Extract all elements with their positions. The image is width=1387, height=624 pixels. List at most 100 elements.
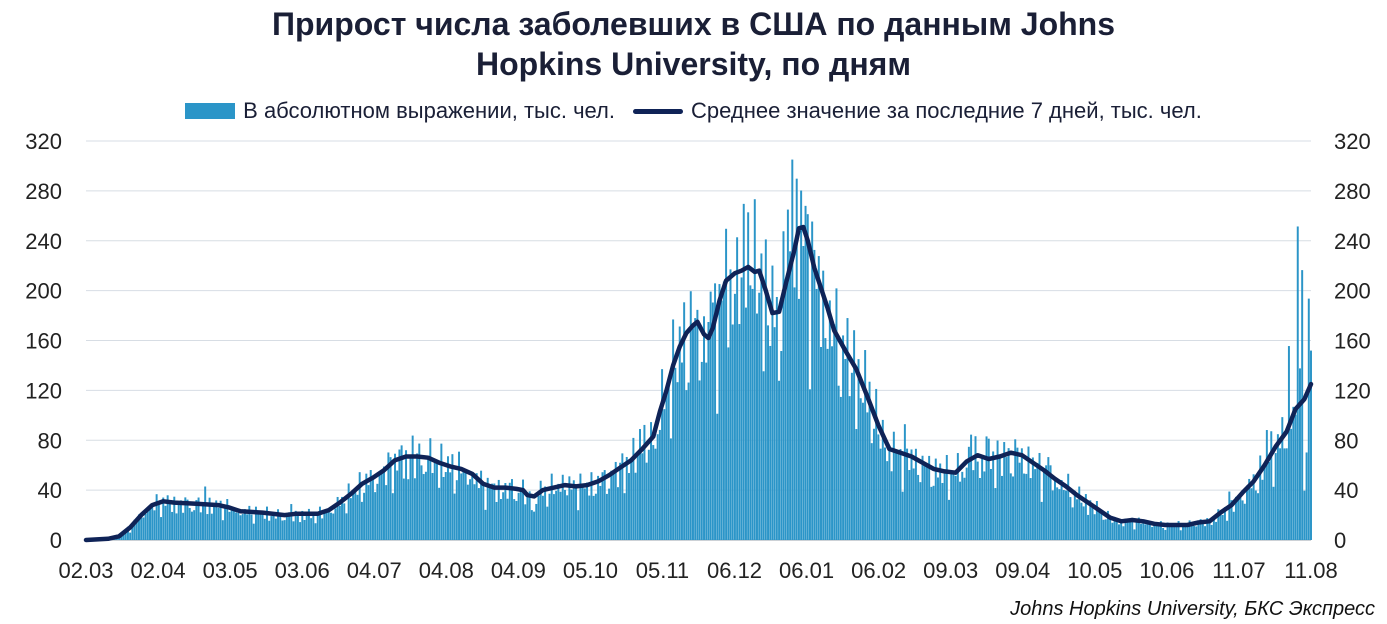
daily-bar [1188,520,1191,540]
legend-line-label: Среднее значение за последние 7 дней, ты… [691,98,1202,123]
daily-bar [590,472,593,540]
daily-bar [932,485,935,540]
daily-bar [601,472,604,540]
daily-bar [1237,498,1240,540]
daily-bar [435,463,438,540]
daily-bar [318,506,321,540]
daily-bar [420,465,423,540]
daily-bar [989,468,992,540]
daily-bar [729,269,732,540]
daily-bar [936,477,939,540]
daily-bar [226,499,229,540]
daily-bar [1020,448,1023,540]
daily-bar [919,482,922,540]
daily-bar [884,447,886,540]
daily-bar [1113,516,1116,540]
daily-bar [497,479,500,540]
daily-bar [985,436,988,540]
daily-bar [179,500,182,540]
daily-bar [1148,524,1151,540]
daily-bar [881,419,884,540]
daily-bar [235,512,238,540]
daily-bar [1047,457,1050,540]
daily-bar [1014,439,1017,540]
chart-source: Johns Hopkins University, БКС Экспресс [1010,598,1375,620]
daily-bar [173,496,176,540]
daily-bar [824,338,827,540]
daily-bar [912,468,915,540]
daily-bar [491,483,494,540]
daily-bar [846,318,849,540]
daily-bar [811,221,814,540]
daily-bar [1310,350,1312,540]
daily-bar [533,511,536,540]
daily-bar [511,479,513,540]
daily-bar [680,362,683,540]
daily-bar [1069,497,1072,540]
daily-bar [570,489,573,540]
x-tick-label: 02.04 [131,558,186,583]
daily-bar [263,518,266,540]
daily-bar [928,455,931,540]
daily-bar [266,506,268,540]
daily-bar [1201,522,1204,540]
legend-bar-label: В абсолютном выражении, тыс. чел. [243,98,615,123]
daily-bar [314,523,317,540]
daily-bar [307,508,310,540]
daily-bar [555,490,558,540]
daily-bar [1234,496,1237,540]
daily-bar [537,495,540,540]
daily-bar [956,453,959,540]
daily-bar [270,516,273,540]
daily-bar [305,511,308,540]
daily-bar [1294,414,1297,540]
daily-bar [791,159,794,540]
daily-bar [1250,488,1253,540]
daily-bar [1029,478,1032,540]
daily-bar [658,429,661,540]
x-tick-label: 04.07 [347,558,402,583]
daily-bar [696,309,699,540]
daily-bar [303,520,306,540]
daily-bar [786,209,789,540]
daily-bar [738,324,741,540]
daily-bar [895,451,898,540]
y-tick-label-left: 160 [25,329,62,354]
daily-bar [1303,490,1306,540]
daily-bar [1230,500,1233,540]
daily-bar [923,463,926,540]
daily-bar [621,453,624,540]
daily-bar [546,506,549,540]
daily-bar [1283,448,1286,540]
daily-bar [460,473,463,540]
daily-bar [336,496,339,540]
daily-bar [488,487,491,540]
daily-bar [795,178,798,540]
daily-bar [828,300,831,540]
daily-bar [219,500,222,540]
y-tick-label-right: 0 [1334,528,1346,553]
daily-bar [168,501,171,540]
daily-bar [870,443,873,540]
y-tick-label-left: 80 [38,428,62,453]
daily-bar [188,507,191,540]
daily-bar [797,298,800,540]
daily-bar [1091,506,1094,540]
chart-title-line-1: Прирост числа заболевших в США по данным… [272,6,1115,42]
daily-bar [806,214,809,540]
daily-bar [363,492,366,540]
daily-bar [268,520,271,540]
daily-bar [400,445,403,540]
daily-bar [1305,452,1308,540]
y-tick-label-left: 240 [25,229,62,254]
daily-bar [550,473,553,540]
daily-bar [967,446,970,540]
y-tick-label-right: 320 [1334,129,1371,154]
daily-bar [451,454,454,540]
daily-bar [890,471,893,540]
daily-bar [1210,524,1213,540]
daily-bar [1093,514,1096,540]
daily-bar [1228,491,1231,540]
daily-bar [433,459,436,540]
